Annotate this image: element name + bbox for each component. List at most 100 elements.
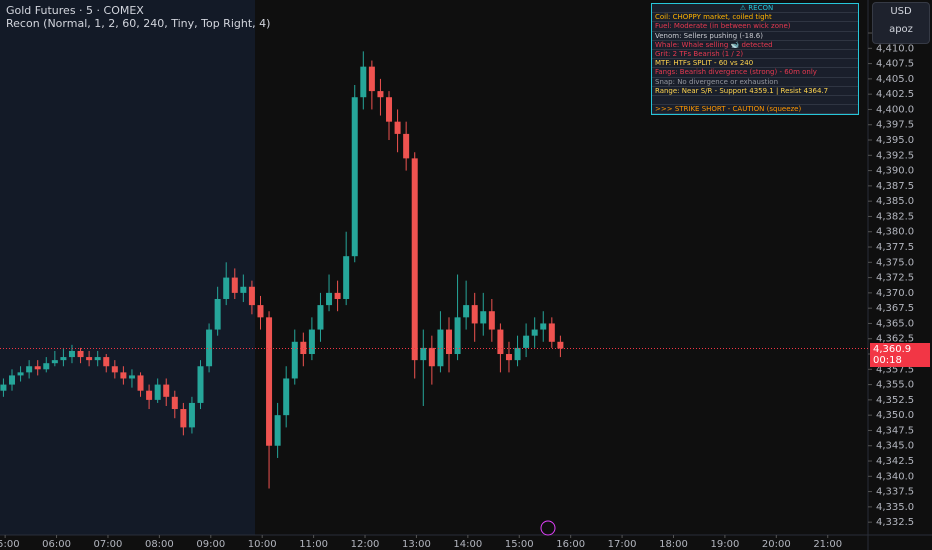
y-tick-label: 4,377.5 [876, 242, 914, 253]
y-tick-label: 4,392.5 [876, 150, 914, 161]
last-price-tag: 4,360.9 00:18 [870, 342, 930, 367]
y-tick-label: 4,355.0 [876, 380, 914, 391]
candle-body [411, 158, 418, 361]
recon-table: ⚠ RECON Coil: CHOPPY market, coiled tight… [651, 3, 859, 116]
y-tick-label: 4,357.5 [876, 364, 914, 375]
y-tick-label: 4,387.5 [876, 181, 914, 192]
x-tick-label: 15:00 [505, 539, 534, 550]
x-tick-label: 10:00 [248, 539, 277, 550]
candle-body [420, 347, 427, 361]
candle-body [180, 409, 187, 428]
candle-body [334, 292, 341, 299]
y-tick-label: 4,400.0 [876, 104, 914, 115]
candle-body [163, 384, 170, 397]
x-tick-label: 16:00 [556, 539, 585, 550]
y-tick-label: 4,370.0 [876, 288, 914, 299]
candle-body [231, 277, 238, 293]
unit: apoz [889, 24, 913, 35]
x-tick-label: 14:00 [453, 539, 482, 550]
candle-body [445, 329, 452, 355]
candle-body [403, 133, 410, 159]
last-price: 4,360.9 [873, 343, 912, 355]
spacer [652, 96, 858, 106]
candle-body [454, 317, 461, 355]
x-tick-label: 17:00 [608, 539, 637, 550]
recon-row: >>> STRIKE SHORT - CAUTION (squeeze) [652, 105, 858, 115]
candle-body [240, 286, 247, 293]
candle-body [471, 305, 478, 324]
recon-row: Whale: Whale selling 🐋 detected [652, 41, 858, 50]
candle-body [188, 402, 195, 428]
candle-body [480, 311, 487, 324]
candle-body [317, 305, 324, 330]
y-tick-label: 4,385.0 [876, 196, 914, 207]
candle-body [248, 286, 255, 306]
candle-body [60, 357, 67, 361]
recon-row: Range: Near S/R - Support 4359.1 | Resis… [652, 87, 858, 96]
candle-body [257, 305, 264, 318]
y-tick-label: 4,380.0 [876, 227, 914, 238]
recon-row: MTF: HTFs SPLIT - 60 vs 240 [652, 59, 858, 69]
y-tick-label: 4,402.5 [876, 89, 914, 100]
candle-body [548, 323, 555, 342]
candle-body [394, 121, 401, 134]
recon-row: Fangs: Bearish divergence (strong) - 60m… [652, 68, 858, 78]
event-icon [540, 520, 556, 536]
y-tick-label: 4,340.0 [876, 471, 914, 482]
candle-body [523, 335, 530, 348]
x-tick-label: 18:00 [659, 539, 688, 550]
y-tick-label: 4,410.0 [876, 43, 914, 54]
candle-body [308, 329, 315, 355]
candle-body [206, 329, 213, 367]
currency-button[interactable]: USD apoz [872, 2, 930, 44]
candle-body [171, 396, 178, 410]
candle-body [154, 384, 161, 400]
candle-body [351, 97, 358, 257]
countdown: 00:18 [873, 354, 902, 366]
y-tick-label: 4,367.5 [876, 303, 914, 314]
x-tick-label: 11:00 [299, 539, 328, 550]
y-tick-label: 4,405.0 [876, 74, 914, 85]
x-tick-label: 06:00 [42, 539, 71, 550]
candle-body [497, 329, 504, 355]
y-tick-label: 4,337.5 [876, 487, 914, 498]
y-tick-label: 4,375.0 [876, 257, 914, 268]
x-tick-label: 05:00 [0, 539, 20, 550]
candle-body [197, 366, 204, 403]
candle-body [77, 350, 84, 358]
candle-body [26, 366, 33, 373]
candle-body [8, 375, 15, 385]
symbol: Gold Futures · 5 · COMEX [6, 4, 144, 17]
y-tick-label: 4,362.5 [876, 334, 914, 345]
x-tick-label: 09:00 [196, 539, 225, 550]
candle-body [343, 256, 350, 299]
candle-body [428, 347, 435, 367]
candle-body [488, 311, 495, 330]
y-tick-label: 4,395.0 [876, 135, 914, 146]
y-tick-label: 4,397.5 [876, 120, 914, 131]
y-tick-label: 4,335.0 [876, 502, 914, 513]
candle-body [531, 329, 538, 336]
candle-body [368, 66, 375, 92]
candle-body [223, 277, 230, 299]
candle-body [0, 384, 7, 391]
x-tick-label: 21:00 [813, 539, 842, 550]
candle-body [274, 415, 281, 446]
y-tick-label: 4,365.0 [876, 318, 914, 329]
candle-body [146, 390, 153, 400]
y-tick-label: 4,372.5 [876, 273, 914, 284]
candle-body [111, 366, 118, 373]
candle-body [120, 372, 127, 379]
candle-body [377, 91, 384, 98]
candle-body [266, 317, 273, 446]
recon-row: Grit: 2 TFs Bearish (1 / 2) [652, 50, 858, 60]
y-tick-label: 4,342.5 [876, 456, 914, 467]
candle-body [326, 292, 333, 306]
candle-body [51, 360, 58, 364]
y-tick-label: 4,332.5 [876, 517, 914, 528]
currency: USD [890, 6, 912, 17]
y-tick-label: 4,390.0 [876, 166, 914, 177]
candle-body [94, 357, 101, 361]
x-tick-label: 20:00 [762, 539, 791, 550]
